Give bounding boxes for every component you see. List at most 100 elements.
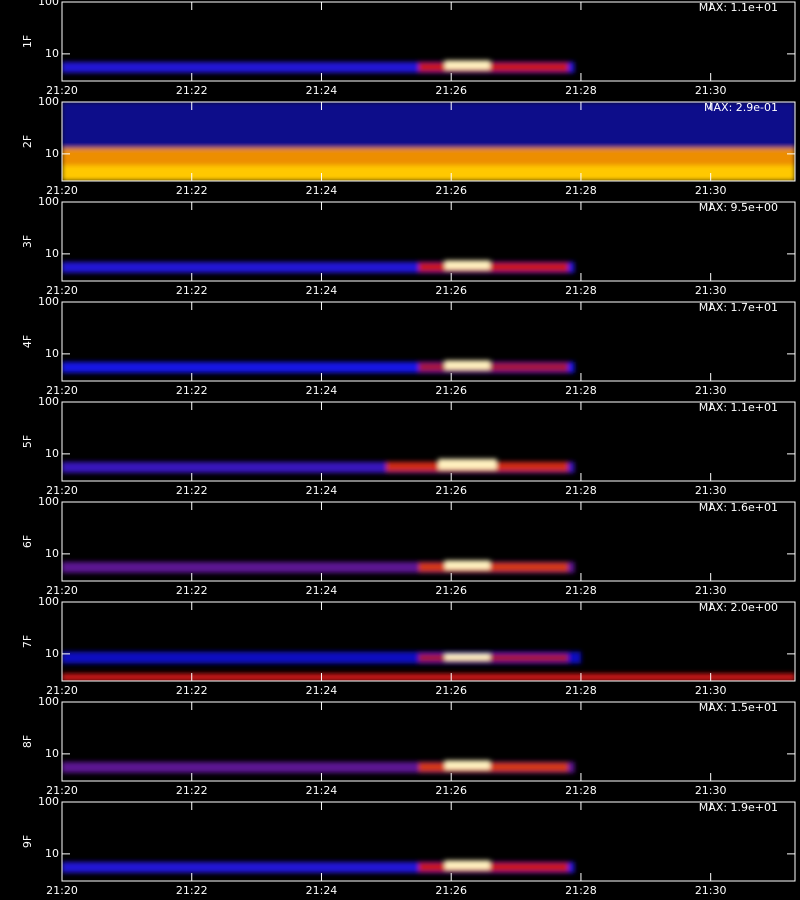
spectrogram-layer xyxy=(62,651,795,681)
spectrogram-layer xyxy=(62,458,575,473)
y-tick-label: 100 xyxy=(38,395,59,408)
x-tick-label: 21:26 xyxy=(435,784,467,797)
y-tick-label: 10 xyxy=(45,447,59,460)
y-tick-label: 100 xyxy=(38,295,59,308)
emission-patch xyxy=(418,862,568,872)
x-tick-label: 21:28 xyxy=(565,284,597,297)
x-tick-label: 21:22 xyxy=(176,484,208,497)
x-tick-label: 21:26 xyxy=(435,284,467,297)
y-tick-label: 10 xyxy=(45,747,59,760)
x-tick-label: 21:22 xyxy=(176,184,208,197)
emission-patch xyxy=(418,362,568,372)
max-label: MAX: 1.5e+01 xyxy=(699,701,778,714)
x-tick-label: 21:28 xyxy=(565,884,597,897)
plot-frame xyxy=(61,301,796,382)
spectrogram-layer xyxy=(62,360,575,373)
x-tick-label: 21:30 xyxy=(695,784,727,797)
emission-patch xyxy=(444,653,491,661)
spectrogram-image xyxy=(62,60,575,73)
emission-patch xyxy=(62,561,575,573)
x-tick-label: 21:28 xyxy=(565,384,597,397)
x-tick-label: 21:30 xyxy=(695,584,727,597)
panel-label: 6F xyxy=(21,535,34,548)
emission-patch xyxy=(438,458,497,470)
x-tick-label: 21:20 xyxy=(46,84,78,97)
plot-frame xyxy=(61,501,796,582)
emission-patch xyxy=(418,262,568,272)
x-tick-label: 21:28 xyxy=(565,184,597,197)
y-tick-label: 10 xyxy=(45,47,59,60)
x-tick-label: 21:30 xyxy=(695,384,727,397)
emission-patch xyxy=(62,461,575,473)
x-tick-label: 21:24 xyxy=(306,384,338,397)
emission-patch xyxy=(418,62,568,72)
spectrogram-layer xyxy=(62,760,575,773)
x-tick-label: 21:26 xyxy=(435,184,467,197)
spectrogram-image xyxy=(62,651,795,681)
emission-patch xyxy=(62,361,575,373)
x-tick-label: 21:22 xyxy=(176,884,208,897)
x-tick-label: 21:20 xyxy=(46,684,78,697)
x-tick-label: 21:26 xyxy=(435,884,467,897)
max-label: MAX: 1.9e+01 xyxy=(699,801,778,814)
x-tick-label: 21:30 xyxy=(695,484,727,497)
panel-label: 9F xyxy=(21,835,34,848)
emission-patch xyxy=(62,651,581,664)
x-tick-label: 21:26 xyxy=(435,684,467,697)
x-tick-label: 21:28 xyxy=(565,584,597,597)
spectrogram-image xyxy=(62,458,575,473)
x-tick-label: 21:30 xyxy=(695,284,727,297)
emission-patch xyxy=(418,762,568,772)
panel-label: 4F xyxy=(21,335,34,348)
x-tick-label: 21:20 xyxy=(46,884,78,897)
emission-patch xyxy=(444,860,491,870)
plot-frame xyxy=(61,701,796,782)
x-tick-label: 21:24 xyxy=(306,184,338,197)
emission-patch xyxy=(62,761,575,773)
x-tick-label: 21:28 xyxy=(565,84,597,97)
x-tick-label: 21:24 xyxy=(306,484,338,497)
max-label: MAX: 1.7e+01 xyxy=(699,301,778,314)
spectrogram-layer xyxy=(62,102,795,181)
panel-label: 7F xyxy=(21,635,34,648)
y-tick-label: 100 xyxy=(38,795,59,808)
max-label: MAX: 2.9e-01 xyxy=(704,101,778,114)
spectrogram-layer xyxy=(62,60,575,73)
emission-patch xyxy=(444,560,491,570)
x-tick-label: 21:26 xyxy=(435,484,467,497)
y-tick-label: 100 xyxy=(38,595,59,608)
x-tick-label: 21:20 xyxy=(46,384,78,397)
plot-frame xyxy=(61,601,796,682)
panel-label: 1F xyxy=(21,35,34,48)
plot-frame xyxy=(61,201,796,282)
x-tick-label: 21:24 xyxy=(306,684,338,697)
max-label: MAX: 9.5e+00 xyxy=(699,201,778,214)
emission-patch xyxy=(62,261,575,273)
spectrogram-layer xyxy=(62,260,575,273)
emission-patch xyxy=(418,653,568,662)
x-tick-label: 21:28 xyxy=(565,484,597,497)
x-tick-label: 21:28 xyxy=(565,784,597,797)
x-tick-label: 21:28 xyxy=(565,684,597,697)
emission-patch xyxy=(62,102,795,148)
x-tick-label: 21:22 xyxy=(176,84,208,97)
emission-patch xyxy=(62,165,795,181)
x-tick-label: 21:22 xyxy=(176,384,208,397)
spectrogram-image xyxy=(62,260,575,273)
x-tick-label: 21:24 xyxy=(306,84,338,97)
x-tick-label: 21:20 xyxy=(46,184,78,197)
x-tick-label: 21:22 xyxy=(176,584,208,597)
spectrogram-image xyxy=(62,102,795,181)
plot-frame xyxy=(61,401,796,482)
plot-frame xyxy=(61,101,796,182)
panel-label: 2F xyxy=(21,135,34,148)
y-tick-label: 10 xyxy=(45,547,59,560)
x-tick-label: 21:24 xyxy=(306,284,338,297)
y-tick-label: 100 xyxy=(38,695,59,708)
y-tick-label: 10 xyxy=(45,147,59,160)
x-tick-label: 21:30 xyxy=(695,684,727,697)
y-tick-label: 100 xyxy=(38,95,59,108)
emission-patch xyxy=(444,760,491,770)
